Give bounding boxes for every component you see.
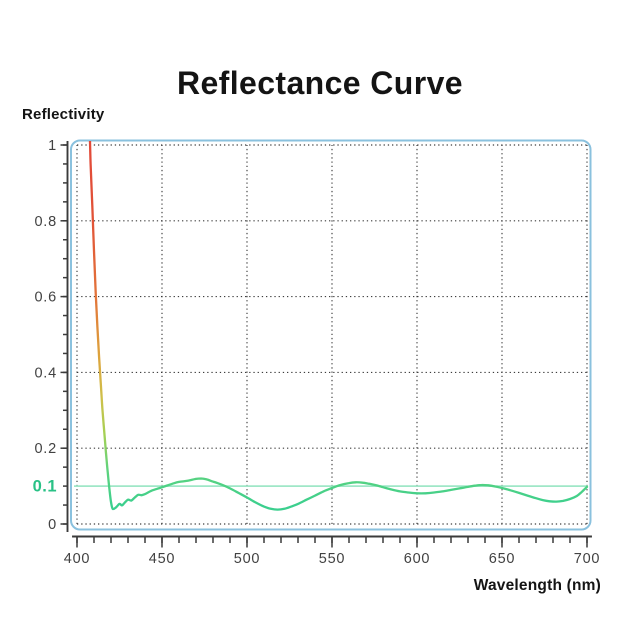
y-tick-label: 0.4 — [34, 365, 57, 381]
x-tick-label: 500 — [234, 551, 261, 567]
x-axis: 400 450 500 550 600 650 700 — [64, 535, 601, 567]
x-axis-title: Wavelength (nm) — [473, 577, 601, 594]
x-tick-label: 400 — [64, 551, 91, 567]
y-tick-label: 0.6 — [34, 290, 57, 306]
y-tick-label: 0.8 — [34, 214, 57, 230]
plot-border — [70, 139, 592, 531]
x-tick-label: 600 — [404, 551, 431, 567]
x-tick-label: 550 — [319, 551, 346, 567]
y-tick-label: 0 — [48, 517, 57, 533]
y-axis-title: Reflectivity — [22, 106, 105, 123]
gridlines — [76, 144, 588, 525]
y-tick-label: 1 — [48, 138, 57, 154]
chart-title: Reflectance Curve — [176, 65, 464, 102]
x-tick-label: 450 — [149, 551, 176, 567]
y-axis: 0 0.2 0.4 0.6 0.8 1 — [34, 138, 69, 533]
x-tick-label: 700 — [574, 551, 601, 567]
x-tick-label: 650 — [489, 551, 516, 567]
reflectance-curve — [88, 141, 589, 511]
reference-value-label: 0.1 — [33, 478, 57, 496]
y-tick-label: 0.2 — [34, 441, 57, 457]
